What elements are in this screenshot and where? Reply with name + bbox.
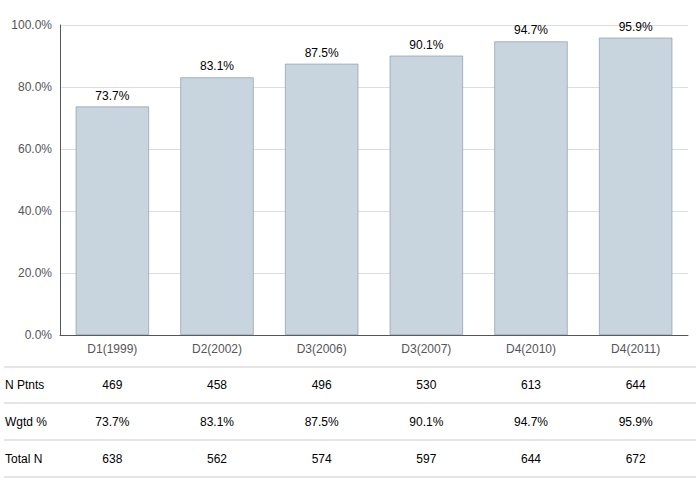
svg-text:644: 644 bbox=[521, 452, 541, 466]
svg-text:95.9%: 95.9% bbox=[619, 20, 653, 34]
svg-text:60.0%: 60.0% bbox=[18, 142, 52, 156]
svg-text:94.7%: 94.7% bbox=[514, 415, 548, 429]
svg-text:D4(2010): D4(2010) bbox=[506, 342, 556, 356]
svg-text:40.0%: 40.0% bbox=[18, 204, 52, 218]
svg-text:672: 672 bbox=[626, 452, 646, 466]
svg-text:83.1%: 83.1% bbox=[200, 415, 234, 429]
svg-text:574: 574 bbox=[312, 452, 332, 466]
svg-text:530: 530 bbox=[416, 378, 436, 392]
svg-text:562: 562 bbox=[207, 452, 227, 466]
svg-text:458: 458 bbox=[207, 378, 227, 392]
svg-text:87.5%: 87.5% bbox=[305, 46, 339, 60]
svg-text:87.5%: 87.5% bbox=[305, 415, 339, 429]
svg-text:469: 469 bbox=[102, 378, 122, 392]
svg-text:D1(1999): D1(1999) bbox=[87, 342, 137, 356]
svg-text:Total N: Total N bbox=[5, 452, 42, 466]
svg-text:613: 613 bbox=[521, 378, 541, 392]
svg-text:Wgtd %: Wgtd % bbox=[5, 415, 47, 429]
svg-text:94.7%: 94.7% bbox=[514, 23, 548, 37]
svg-text:597: 597 bbox=[416, 452, 436, 466]
svg-text:N Ptnts: N Ptnts bbox=[5, 378, 44, 392]
svg-text:644: 644 bbox=[626, 378, 646, 392]
svg-text:90.1%: 90.1% bbox=[409, 38, 443, 52]
svg-text:D3(2006): D3(2006) bbox=[297, 342, 347, 356]
svg-text:83.1%: 83.1% bbox=[200, 59, 234, 73]
svg-text:95.9%: 95.9% bbox=[619, 415, 653, 429]
svg-text:80.0%: 80.0% bbox=[18, 80, 52, 94]
svg-text:D2(2002): D2(2002) bbox=[192, 342, 242, 356]
svg-text:638: 638 bbox=[102, 452, 122, 466]
svg-text:D3(2007): D3(2007) bbox=[401, 342, 451, 356]
svg-text:0.0%: 0.0% bbox=[25, 328, 53, 342]
svg-text:90.1%: 90.1% bbox=[409, 415, 443, 429]
svg-text:73.7%: 73.7% bbox=[95, 89, 129, 103]
svg-text:496: 496 bbox=[312, 378, 332, 392]
svg-text:73.7%: 73.7% bbox=[95, 415, 129, 429]
svg-text:100.0%: 100.0% bbox=[11, 18, 52, 32]
svg-text:D4(2011): D4(2011) bbox=[611, 342, 660, 356]
svg-text:20.0%: 20.0% bbox=[18, 266, 52, 280]
